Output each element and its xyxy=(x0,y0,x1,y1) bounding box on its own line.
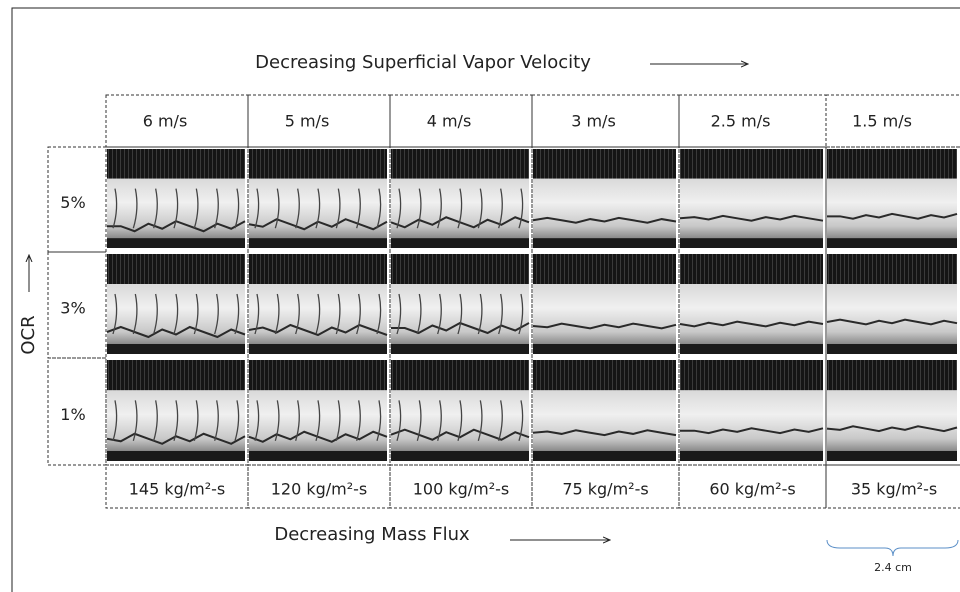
photo-grate xyxy=(680,254,823,284)
ocr-label: 3% xyxy=(60,299,85,318)
photo-grate xyxy=(391,254,529,284)
velocity-label: 5 m/s xyxy=(285,112,330,131)
photo-grate xyxy=(391,149,529,179)
side-label: OCR xyxy=(18,315,39,354)
photo-tube xyxy=(533,179,676,238)
photo-tube xyxy=(680,284,823,344)
photo-grate xyxy=(827,149,957,179)
photo-base xyxy=(249,238,387,248)
top-label: Decreasing Superficial Vapor Velocity xyxy=(255,52,591,73)
photo-base xyxy=(107,451,245,461)
mass-flux-label: 35 kg/m²-s xyxy=(851,480,937,499)
photo-base xyxy=(107,238,245,248)
photo-base xyxy=(391,451,529,461)
photo-tube xyxy=(827,284,957,344)
photo-base xyxy=(680,451,823,461)
photo-tube xyxy=(249,179,387,238)
photo-base xyxy=(107,344,245,354)
mass-flux-label: 145 kg/m²-s xyxy=(129,480,226,499)
photo-tube xyxy=(533,390,676,451)
photo-grate xyxy=(680,360,823,390)
photo-grate xyxy=(680,149,823,179)
photo-base xyxy=(827,451,957,461)
photo-tube xyxy=(827,179,957,238)
photo-base xyxy=(827,344,957,354)
scale-bracket xyxy=(827,540,958,556)
photo-grate xyxy=(827,254,957,284)
scale-label: 2.4 cm xyxy=(874,561,912,574)
photo-grate xyxy=(391,360,529,390)
photo-grate xyxy=(249,254,387,284)
photo-grate xyxy=(107,360,245,390)
photo-grate xyxy=(249,360,387,390)
photo-tube xyxy=(249,390,387,451)
photo-base xyxy=(391,344,529,354)
mass-flux-label: 60 kg/m²-s xyxy=(709,480,795,499)
velocity-label: 4 m/s xyxy=(427,112,472,131)
velocity-label: 3 m/s xyxy=(571,112,616,131)
photo-grate xyxy=(107,254,245,284)
photo-tube xyxy=(391,179,529,238)
velocity-label: 1.5 m/s xyxy=(852,112,912,131)
photo-base xyxy=(680,344,823,354)
photo-tube xyxy=(680,179,823,238)
ocr-label: 5% xyxy=(60,193,85,212)
photo-grate xyxy=(533,254,676,284)
figure: Decreasing Superficial Vapor Velocity De… xyxy=(0,0,960,592)
mass-flux-label: 75 kg/m²-s xyxy=(562,480,648,499)
photo-grate xyxy=(533,149,676,179)
photo-base xyxy=(249,344,387,354)
photo-grate xyxy=(249,149,387,179)
photo-tube xyxy=(391,390,529,451)
ocr-label: 1% xyxy=(60,405,85,424)
photo-tube xyxy=(391,284,529,344)
mass-flux-label: 100 kg/m²-s xyxy=(413,480,510,499)
photo-grate xyxy=(107,149,245,179)
velocity-label: 6 m/s xyxy=(143,112,188,131)
photo-base xyxy=(533,238,676,248)
photo-base xyxy=(680,238,823,248)
photo-tube xyxy=(533,284,676,344)
photo-base xyxy=(533,344,676,354)
photo-tube xyxy=(680,390,823,451)
photo-base xyxy=(391,238,529,248)
photo-tube xyxy=(827,390,957,451)
photo-base xyxy=(827,238,957,248)
bottom-label: Decreasing Mass Flux xyxy=(274,524,470,545)
velocity-label: 2.5 m/s xyxy=(711,112,771,131)
photo-base xyxy=(249,451,387,461)
photo-grate xyxy=(827,360,957,390)
mass-flux-label: 120 kg/m²-s xyxy=(271,480,368,499)
photo-grate xyxy=(533,360,676,390)
image-grid: 6 m/s 145 kg/m²-s 5 m/s 120 kg/m²-s 4 m/s 100… xyxy=(48,95,960,508)
photo-base xyxy=(533,451,676,461)
